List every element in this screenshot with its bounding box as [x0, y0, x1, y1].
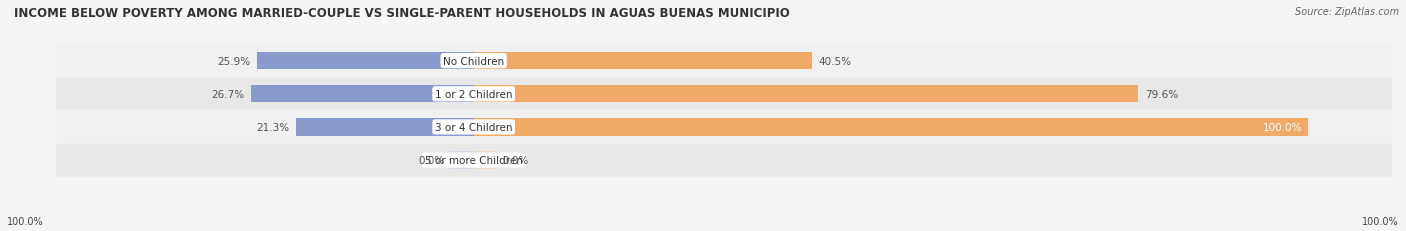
FancyBboxPatch shape — [56, 111, 1392, 144]
FancyBboxPatch shape — [56, 144, 1392, 177]
Text: 100.0%: 100.0% — [1263, 122, 1302, 132]
Bar — [474, 53, 811, 70]
Text: 0.0%: 0.0% — [418, 155, 444, 165]
Bar — [449, 152, 474, 169]
Text: 21.3%: 21.3% — [256, 122, 290, 132]
Bar — [295, 119, 474, 136]
Text: 25.9%: 25.9% — [218, 56, 250, 66]
Bar — [257, 53, 474, 70]
Text: 5 or more Children: 5 or more Children — [425, 155, 523, 165]
Text: INCOME BELOW POVERTY AMONG MARRIED-COUPLE VS SINGLE-PARENT HOUSEHOLDS IN AGUAS B: INCOME BELOW POVERTY AMONG MARRIED-COUPL… — [14, 7, 790, 20]
Text: 40.5%: 40.5% — [818, 56, 852, 66]
Bar — [474, 119, 1309, 136]
Text: 3 or 4 Children: 3 or 4 Children — [434, 122, 512, 132]
Text: Source: ZipAtlas.com: Source: ZipAtlas.com — [1295, 7, 1399, 17]
Text: 100.0%: 100.0% — [7, 216, 44, 226]
Text: 100.0%: 100.0% — [1362, 216, 1399, 226]
Bar — [474, 86, 1139, 103]
Text: 0.0%: 0.0% — [503, 155, 529, 165]
Text: 79.6%: 79.6% — [1144, 89, 1178, 99]
Bar — [474, 152, 499, 169]
Text: 26.7%: 26.7% — [211, 89, 245, 99]
Bar — [250, 86, 474, 103]
Text: 1 or 2 Children: 1 or 2 Children — [434, 89, 512, 99]
FancyBboxPatch shape — [56, 78, 1392, 111]
Text: No Children: No Children — [443, 56, 505, 66]
FancyBboxPatch shape — [56, 45, 1392, 78]
